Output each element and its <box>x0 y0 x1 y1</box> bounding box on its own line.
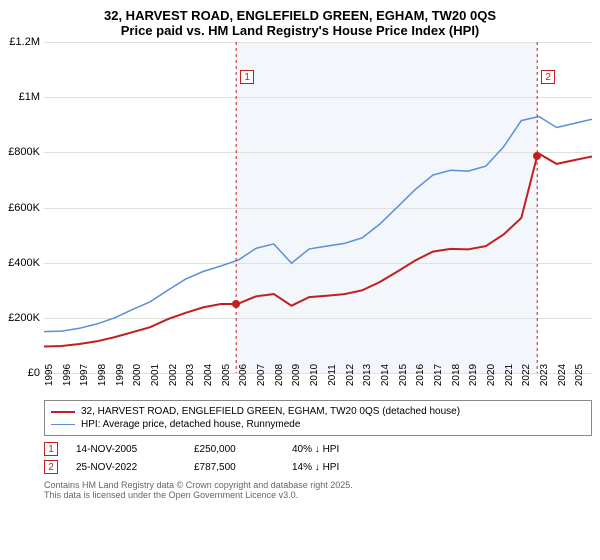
sale-price-2: £787,500 <box>194 462 274 473</box>
plot-area: £0£200K£400K£600K£800K£1M£1.2M 12 <box>44 42 592 374</box>
legend-swatch-hpi <box>51 424 75 425</box>
sale-dot <box>232 300 240 308</box>
sales-table: 1 14-NOV-2005 £250,000 40% ↓ HPI 2 25-NO… <box>44 440 592 476</box>
chart-title: 32, HARVEST ROAD, ENGLEFIELD GREEN, EGHA… <box>8 8 592 23</box>
footnote-line2: This data is licensed under the Open Gov… <box>44 490 592 500</box>
chart-subtitle: Price paid vs. HM Land Registry's House … <box>8 23 592 38</box>
x-tick-label: 2025 <box>574 364 595 386</box>
y-tick-label: £800K <box>0 146 40 158</box>
sale-marker-badge: 1 <box>240 70 254 84</box>
sale-marker-badge: 2 <box>541 70 555 84</box>
sale-marker-lines <box>44 42 592 373</box>
sale-pct-2: 14% ↓ HPI <box>292 462 392 473</box>
legend-item-hpi: HPI: Average price, detached house, Runn… <box>51 418 585 431</box>
y-tick-label: £1.2M <box>0 36 40 48</box>
sale-dot <box>533 152 541 160</box>
legend-item-price: 32, HARVEST ROAD, ENGLEFIELD GREEN, EGHA… <box>51 405 585 418</box>
chart-area: £0£200K£400K£600K£800K£1M£1.2M 12 199519… <box>44 42 592 394</box>
sale-date-1: 14-NOV-2005 <box>76 444 176 455</box>
footnote-line1: Contains HM Land Registry data © Crown c… <box>44 480 592 490</box>
legend: 32, HARVEST ROAD, ENGLEFIELD GREEN, EGHA… <box>44 400 592 436</box>
legend-label-price: 32, HARVEST ROAD, ENGLEFIELD GREEN, EGHA… <box>81 406 460 417</box>
chart-header: 32, HARVEST ROAD, ENGLEFIELD GREEN, EGHA… <box>0 0 600 42</box>
sale-row-2: 2 25-NOV-2022 £787,500 14% ↓ HPI <box>44 458 592 476</box>
sale-date-2: 25-NOV-2022 <box>76 462 176 473</box>
legend-swatch-price <box>51 411 75 413</box>
y-tick-label: £0 <box>0 367 40 379</box>
sale-badge-2: 2 <box>44 460 58 474</box>
sale-row-1: 1 14-NOV-2005 £250,000 40% ↓ HPI <box>44 440 592 458</box>
y-tick-label: £400K <box>0 257 40 269</box>
sale-pct-1: 40% ↓ HPI <box>292 444 392 455</box>
sale-price-1: £250,000 <box>194 444 274 455</box>
sale-badge-1: 1 <box>44 442 58 456</box>
y-tick-label: £200K <box>0 312 40 324</box>
y-tick-label: £1M <box>0 91 40 103</box>
footnote: Contains HM Land Registry data © Crown c… <box>44 480 592 500</box>
legend-label-hpi: HPI: Average price, detached house, Runn… <box>81 419 300 430</box>
y-tick-label: £600K <box>0 202 40 214</box>
